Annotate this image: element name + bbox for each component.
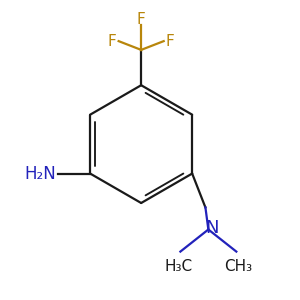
- Text: H₃C: H₃C: [165, 259, 193, 274]
- Text: N: N: [205, 219, 219, 237]
- Text: F: F: [166, 34, 175, 49]
- Text: F: F: [108, 34, 116, 49]
- Text: CH₃: CH₃: [224, 259, 252, 274]
- Text: H₂N: H₂N: [25, 165, 56, 183]
- Text: F: F: [137, 12, 146, 27]
